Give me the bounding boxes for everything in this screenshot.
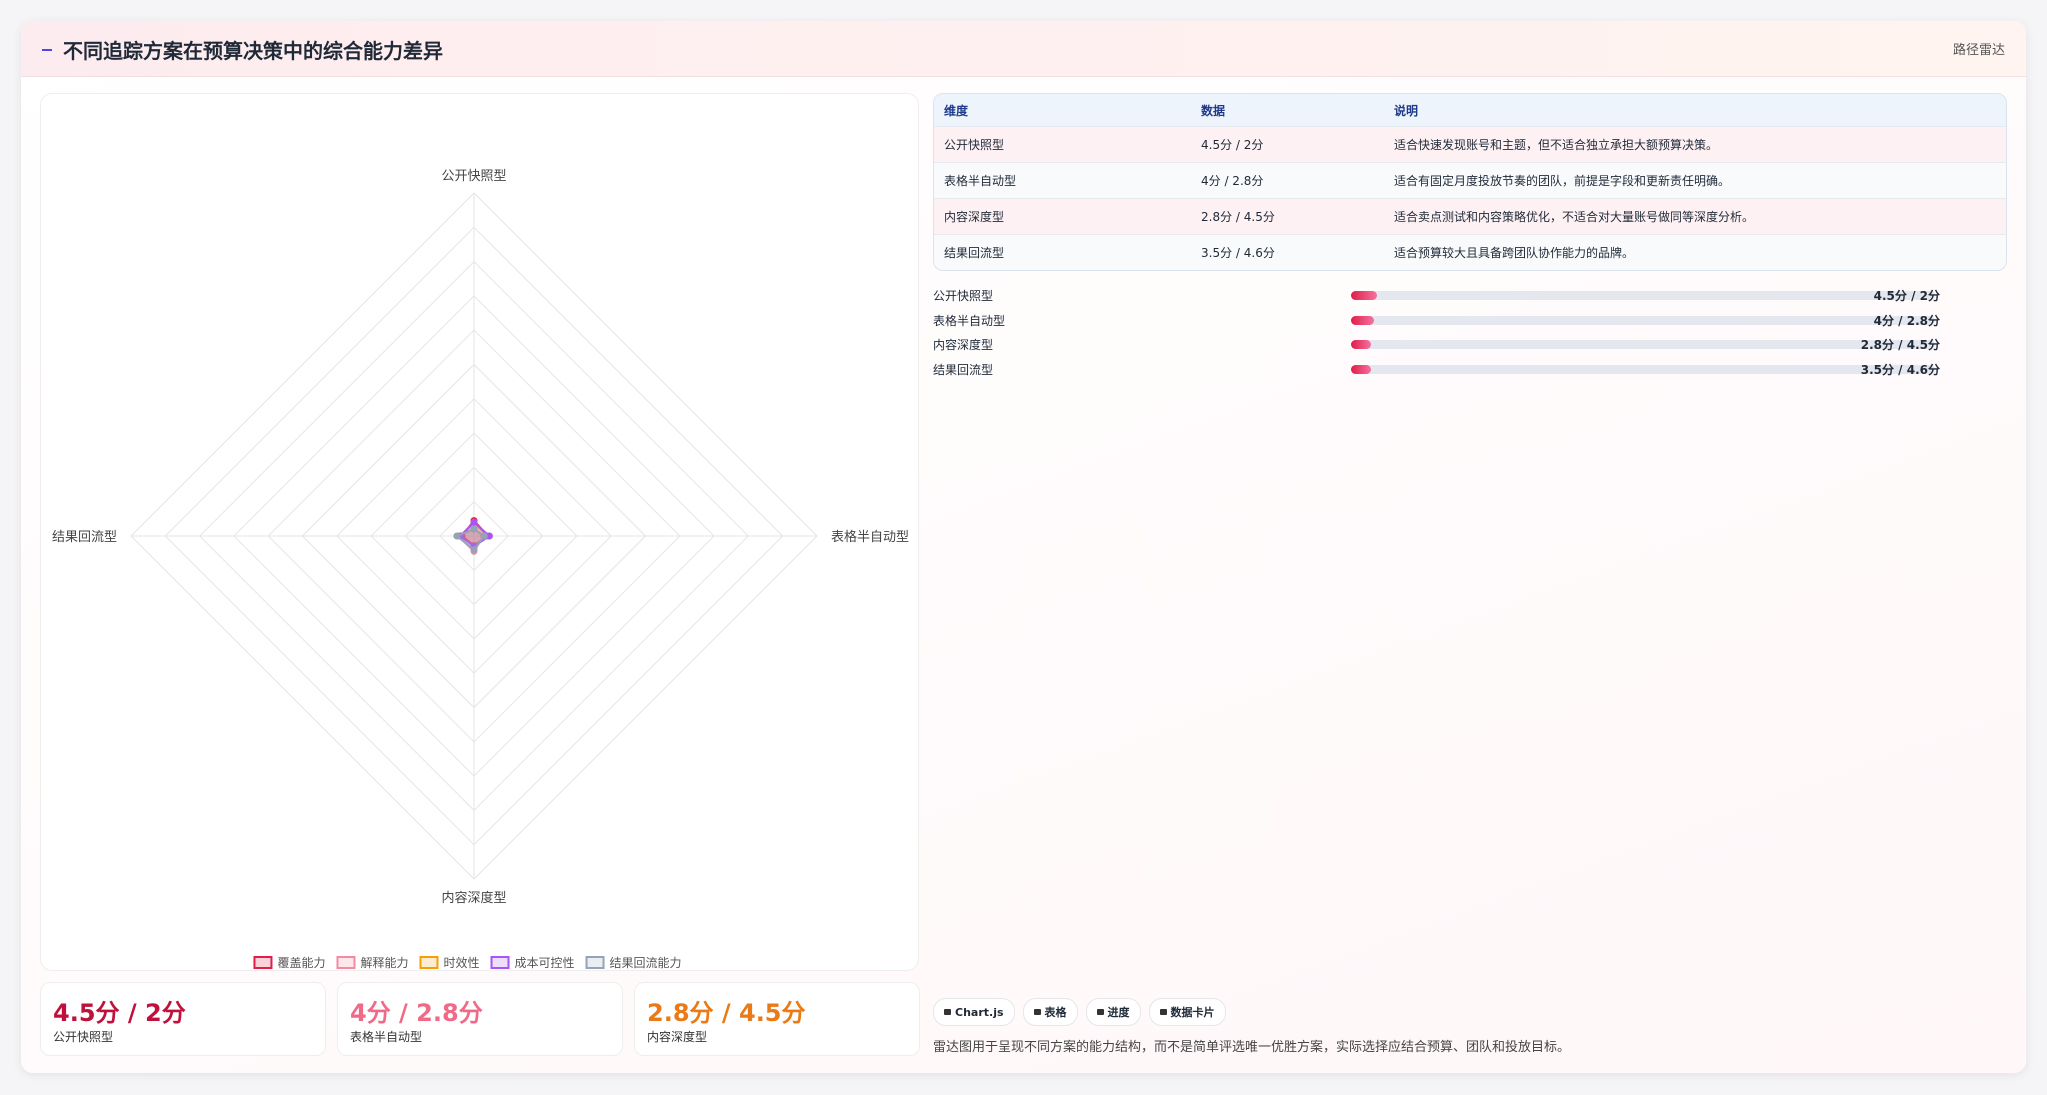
- radar-point: [480, 532, 488, 540]
- legend-swatch: [253, 956, 273, 969]
- tag: 路径雷达: [1952, 43, 2005, 58]
- note: 雷达图用于呈现不同方案的能力结构，而不是简单评选唯一优胜方案，实际选择应结合预算…: [933, 1040, 1571, 1055]
- progress-label: 表格半自动型: [933, 313, 1006, 328]
- chip: 进度: [1085, 998, 1141, 1026]
- stat-card: 2.8分 / 4.5分内容深度型: [634, 982, 920, 1056]
- stat-label: 公开快照型: [53, 1030, 114, 1044]
- radar-point: [470, 525, 478, 533]
- progress-label: 公开快照型: [933, 289, 994, 303]
- progress-row: 表格半自动型 4分 / 2.8分: [933, 310, 2026, 330]
- axis-label: 结果回流型: [52, 530, 117, 545]
- stat-label: 内容深度型: [647, 1030, 708, 1044]
- chip-icon: [1159, 1009, 1167, 1015]
- chip-label: 进度: [1107, 1006, 1130, 1019]
- progress-fill: [1351, 365, 1372, 375]
- radar-point: [485, 532, 493, 540]
- header-cell: 维度: [944, 103, 969, 118]
- header: 不同追踪方案在预算决策中的综合能力差异 路径雷达: [21, 21, 2026, 77]
- table-row: 内容深度型 2.8分 / 4.5分 适合卖点测试和内容策略优化，不适合对大量账号做同…: [934, 198, 2006, 234]
- legend-item: 结果回流能力: [585, 956, 682, 970]
- axis-label: 表格半自动型: [831, 529, 909, 545]
- progress-row: 内容深度型 2.8分 / 4.5分: [933, 334, 2026, 354]
- legend-swatch: [490, 956, 510, 969]
- stat-value: 4.5分 / 2分: [53, 999, 186, 1027]
- progress-track: [1351, 315, 1935, 325]
- legend-label: 成本可控性: [515, 956, 575, 970]
- legend-label: 时效性: [443, 955, 479, 970]
- legend-swatch: [419, 956, 439, 969]
- legend-swatch: [336, 956, 356, 969]
- progress-fill: [1351, 340, 1371, 350]
- table-cell: 适合快速发现账号和主题，但不适合独立承担大额预算决策。: [1394, 138, 1719, 152]
- progress-row: 公开快照型 4.5分 / 2分: [933, 285, 2026, 305]
- legend-swatch: [585, 956, 605, 969]
- progress-label: 结果回流型: [933, 363, 994, 378]
- legend-item: 时效性: [419, 955, 480, 970]
- header-cell: 数据: [1201, 103, 1226, 118]
- chip-label: Chart.js: [955, 1005, 1004, 1019]
- table-cell: 4.5分 / 2分: [1201, 138, 1264, 152]
- table-cell: 4分 / 2.8分: [1201, 174, 1264, 188]
- chip-label: 表格: [1044, 1006, 1067, 1019]
- chip: 表格: [1022, 998, 1078, 1026]
- table-cell: 适合有固定月度投放节奏的团队，前提是字段和更新责任明确。: [1394, 174, 1731, 188]
- radar-card: 公开快照型表格半自动型内容深度型 结果回流型覆盖能力 解释能力 时效性 成本可控性 结果回…: [40, 93, 919, 971]
- chip-icon: [944, 1009, 951, 1015]
- table-cell: 内容深度型: [944, 210, 1005, 224]
- progress-value: 3.5分 / 4.6分: [1860, 363, 1940, 378]
- radar-area: [454, 528, 486, 552]
- table-cell: 公开快照型: [944, 138, 1005, 152]
- stat-card: 4分 / 2.8分表格半自动型: [337, 982, 623, 1056]
- legend-label: 解释能力: [360, 956, 408, 970]
- table-header: 维度 数据 说明: [934, 94, 2006, 126]
- legend-label: 覆盖能力: [277, 956, 325, 970]
- chip-icon: [1096, 1009, 1104, 1015]
- progress-fill: [1351, 315, 1375, 325]
- progress-value: 4分 / 2.8分: [1873, 313, 1940, 328]
- stat-value: 4分 / 2.8分: [350, 999, 483, 1027]
- legend: 覆盖能力 解释能力 时效性 成本可控性 结果回流能力: [253, 955, 682, 970]
- progress-track: [1351, 365, 1935, 375]
- table-cell: 3.5分 / 4.6分: [1201, 246, 1275, 260]
- table-row: 公开快照型 4.5分 / 2分 适合快速发现账号和主题，但不适合独立承担大额预算决策…: [934, 126, 2006, 162]
- table-cell: 表格半自动型: [944, 174, 1017, 188]
- table-cell: 适合预算较大且具备跨团队协作能力的品牌。: [1394, 246, 1635, 260]
- table-row: 结果回流型 3.5分 / 4.6分 适合预算较大且具备跨团队协作能力的品牌。: [934, 234, 2006, 270]
- icon: [42, 45, 52, 51]
- progress-track: [1351, 340, 1935, 350]
- stat-value: 2.8分 / 4.5分: [647, 999, 806, 1027]
- chips: Chart.js 表格 进度 数据卡片: [933, 998, 1226, 1026]
- table-cell: 适合卖点测试和内容策略优化，不适合对大量账号做同等深度分析。: [1394, 210, 1755, 224]
- table-cell: 结果回流型: [944, 246, 1005, 260]
- panel: 不同追踪方案在预算决策中的综合能力差异 路径雷达 公开快照型 表格半自动型 内容深度…: [21, 21, 2026, 1073]
- table: 维度 数据 说明公开快照型 4.5分 / 2分 适合快速发现账号和主题，但不适合独立承担…: [933, 93, 2007, 271]
- axis-label: 内容深度型: [441, 890, 506, 906]
- radar-point: [470, 546, 478, 554]
- legend-label: 结果回流能力: [610, 956, 682, 970]
- axis-label: 公开快照型: [441, 169, 506, 184]
- progress-value: 4.5分 / 2分: [1873, 289, 1940, 303]
- stat-card: 4.5分 / 2分公开快照型: [40, 982, 326, 1056]
- chip-label: 数据卡片: [1170, 1006, 1215, 1019]
- progress-label: 内容深度型: [933, 338, 994, 353]
- table-row: 表格半自动型 4分 / 2.8分 适合有固定月度投放节奏的团队，前提是字段和更新责任…: [934, 162, 2006, 198]
- stat-label: 表格半自动型: [350, 1030, 423, 1044]
- chip: Chart.js: [933, 998, 1015, 1026]
- progress-value: 2.8分 / 4.5分: [1860, 338, 1940, 353]
- legend-item: 成本可控性: [490, 956, 575, 970]
- legend-item: 覆盖能力: [253, 956, 325, 970]
- radar-point: [470, 518, 478, 526]
- header-cell: 说明: [1394, 103, 1419, 118]
- progress-track: [1351, 291, 1935, 300]
- progress-fill: [1351, 291, 1378, 300]
- chip-icon: [1033, 1009, 1041, 1015]
- radar-point: [453, 532, 461, 540]
- legend-item: 解释能力: [336, 956, 408, 970]
- progress-row: 结果回流型 3.5分 / 4.6分: [933, 359, 2026, 379]
- title: 不同追踪方案在预算决策中的综合能力差异: [63, 39, 443, 63]
- chip: 数据卡片: [1148, 998, 1226, 1026]
- table-cell: 2.8分 / 4.5分: [1201, 210, 1275, 224]
